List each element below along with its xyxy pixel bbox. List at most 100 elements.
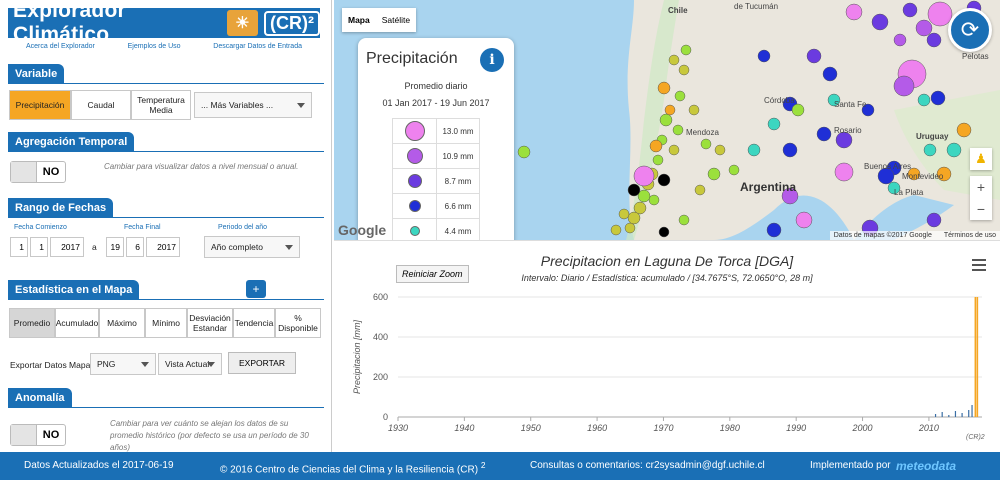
station-marker[interactable] [795, 211, 813, 229]
station-marker[interactable] [946, 142, 962, 158]
link-download[interactable]: Descargar Datos de Entrada [213, 43, 302, 50]
station-marker[interactable] [657, 173, 671, 187]
more-variables-select[interactable]: ... Más Variables ... [194, 92, 312, 118]
station-marker[interactable] [633, 165, 655, 187]
agregacion-toggle[interactable]: NO [10, 161, 66, 183]
end-day-input[interactable]: 19 [106, 237, 124, 257]
station-marker[interactable] [834, 162, 854, 182]
station-marker[interactable] [668, 144, 680, 156]
station-marker[interactable] [728, 164, 740, 176]
station-marker[interactable] [782, 142, 798, 158]
station-marker[interactable] [652, 154, 664, 166]
station-marker[interactable] [637, 189, 651, 203]
anomalia-toggle[interactable]: NO [10, 424, 66, 446]
station-marker[interactable] [633, 201, 647, 215]
station-marker[interactable] [649, 139, 663, 153]
station-marker[interactable] [766, 222, 782, 238]
end-year-input[interactable]: 2017 [146, 237, 180, 257]
station-marker[interactable] [835, 131, 853, 149]
end-month-input[interactable]: 6 [126, 237, 144, 257]
station-marker[interactable] [627, 211, 641, 225]
station-marker[interactable] [707, 167, 721, 181]
station-marker[interactable] [887, 181, 901, 195]
station-marker[interactable] [902, 2, 918, 18]
station-marker[interactable] [907, 167, 921, 181]
station-marker[interactable] [700, 138, 712, 150]
station-marker[interactable] [791, 103, 805, 117]
station-marker[interactable] [678, 64, 690, 76]
station-marker[interactable] [618, 208, 630, 220]
station-marker[interactable] [845, 3, 863, 21]
stat-disponible-button[interactable]: % Disponible [275, 308, 321, 338]
start-year-input[interactable]: 2017 [50, 237, 84, 257]
station-marker[interactable] [767, 117, 781, 131]
start-day-input[interactable]: 1 [10, 237, 28, 257]
station-marker[interactable] [658, 226, 670, 238]
station-marker[interactable] [871, 13, 889, 31]
station-marker[interactable] [936, 166, 952, 182]
station-marker[interactable] [757, 49, 771, 63]
station-marker[interactable] [917, 93, 931, 107]
station-marker[interactable] [956, 122, 972, 138]
station-marker[interactable] [627, 183, 641, 197]
station-marker[interactable] [648, 194, 660, 206]
stat-desviacion-button[interactable]: Desviación Estandar [187, 308, 233, 338]
station-marker[interactable] [926, 212, 942, 228]
footer-contact[interactable]: Consultas o comentarios: cr2sysadmin@dgf… [530, 460, 765, 471]
station-marker[interactable] [747, 143, 761, 157]
terms-link[interactable]: Términos de uso [943, 232, 996, 239]
station-marker[interactable] [680, 44, 692, 56]
station-marker[interactable] [926, 32, 942, 48]
station-marker[interactable] [688, 104, 700, 116]
meteodata-logo[interactable]: meteodata [896, 459, 957, 473]
variable-caudal-button[interactable]: Caudal [71, 90, 131, 120]
link-about[interactable]: Acerca del Explorador [26, 43, 95, 50]
info-icon[interactable]: i [480, 48, 504, 72]
stat-acumulado-button[interactable]: Acumulado [55, 308, 99, 338]
period-select[interactable]: Año completo [204, 236, 300, 258]
pegman-icon[interactable]: ♟ [970, 148, 992, 170]
export-button[interactable]: EXPORTAR [228, 352, 296, 374]
variable-temperatura-button[interactable]: Temperatura Media [131, 90, 191, 120]
station-marker[interactable] [923, 143, 937, 157]
zoom-in-button[interactable]: + [976, 179, 986, 195]
export-view-select[interactable]: Vista Actual [158, 353, 222, 375]
stat-maximo-button[interactable]: Máximo [99, 308, 145, 338]
map-type-satellite-button[interactable]: Satélite [381, 15, 411, 25]
station-marker[interactable] [893, 33, 907, 47]
station-marker[interactable] [893, 75, 915, 97]
station-marker[interactable] [781, 187, 799, 205]
station-marker[interactable] [927, 1, 953, 27]
station-marker[interactable] [674, 90, 686, 102]
start-month-input[interactable]: 1 [30, 237, 48, 257]
map-type-map-button[interactable]: Mapa [348, 15, 370, 25]
zoom-out-button[interactable]: − [976, 201, 986, 217]
variable-precipitacion-button[interactable]: Precipitación [9, 90, 71, 120]
stat-tendencia-button[interactable]: Tendencia [233, 308, 275, 338]
export-format-select[interactable]: PNG [90, 353, 156, 375]
station-marker[interactable] [861, 103, 875, 117]
refresh-icon[interactable]: ⟳ [948, 8, 992, 52]
menu-icon[interactable] [972, 259, 986, 271]
station-marker[interactable] [822, 66, 838, 82]
map-canvas[interactable] [334, 0, 1000, 240]
station-marker[interactable] [714, 144, 726, 156]
station-marker[interactable] [610, 224, 622, 236]
station-marker[interactable] [672, 124, 684, 136]
station-marker[interactable] [877, 167, 895, 185]
station-marker[interactable] [624, 222, 636, 234]
station-marker[interactable] [806, 48, 822, 64]
link-examples[interactable]: Ejemplos de Uso [127, 43, 181, 50]
station-marker[interactable] [827, 93, 841, 107]
station-marker[interactable] [659, 113, 673, 127]
station-marker[interactable] [915, 19, 933, 37]
stat-promedio-button[interactable]: Promedio [9, 308, 55, 338]
add-stat-button[interactable]: + [246, 280, 266, 298]
station-marker[interactable] [517, 145, 531, 159]
station-marker[interactable] [657, 81, 671, 95]
stat-minimo-button[interactable]: Mínimo [145, 308, 187, 338]
station-marker[interactable] [816, 126, 832, 142]
station-marker[interactable] [678, 214, 690, 226]
reset-zoom-button[interactable]: Reiniciar Zoom [396, 265, 469, 283]
station-marker[interactable] [694, 184, 706, 196]
